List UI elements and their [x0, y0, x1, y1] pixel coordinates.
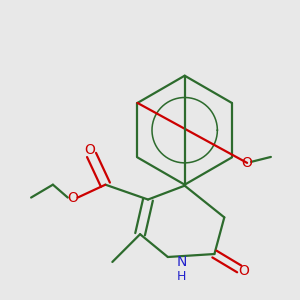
Text: O: O: [242, 156, 253, 170]
Text: O: O: [67, 190, 78, 205]
Text: O: O: [239, 264, 250, 278]
Text: H: H: [177, 270, 186, 283]
Text: N: N: [176, 255, 187, 269]
Text: O: O: [84, 143, 95, 157]
